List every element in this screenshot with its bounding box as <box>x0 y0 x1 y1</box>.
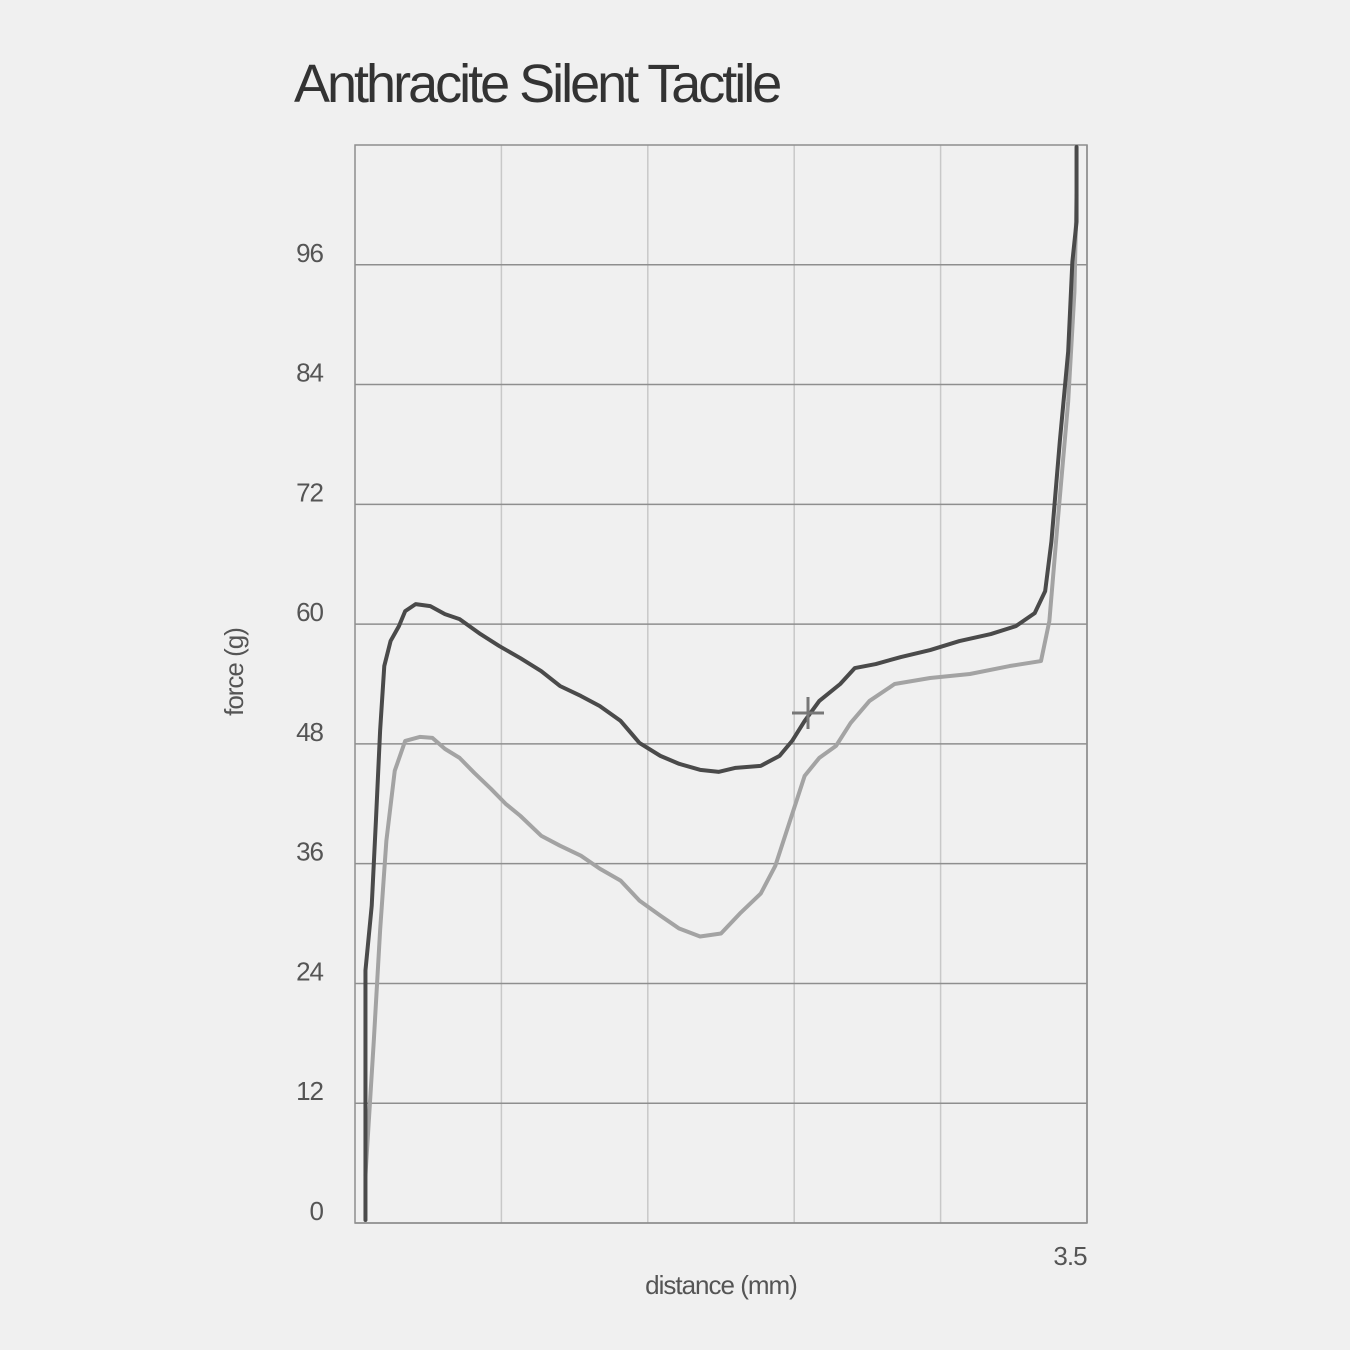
y-tick-label: 72 <box>296 477 323 507</box>
force-curve <box>363 144 1079 1223</box>
y-tick-label: 12 <box>296 1076 323 1106</box>
x-tick-label: 3.5 <box>1053 1241 1087 1271</box>
y-tick-label: 60 <box>296 597 323 627</box>
plot-frame <box>354 144 1088 1224</box>
force-curve <box>363 192 1079 1178</box>
x-axis-label: distance (mm) <box>645 1270 797 1300</box>
y-axis-label: force (g) <box>219 628 249 716</box>
y-tick-label: 24 <box>296 956 323 986</box>
marker <box>792 697 824 729</box>
chart-title: Anthracite Silent Tactile <box>294 54 780 114</box>
plot-area: 0 12 24 36 48 60 72 84 96 3.5 <box>296 144 1088 1271</box>
y-tick-label: 96 <box>296 238 323 268</box>
y-tick-label: 48 <box>296 717 323 747</box>
y-tick-label: 0 <box>310 1196 324 1226</box>
y-tick-label: 36 <box>296 837 323 867</box>
y-tick-label: 84 <box>296 358 323 388</box>
